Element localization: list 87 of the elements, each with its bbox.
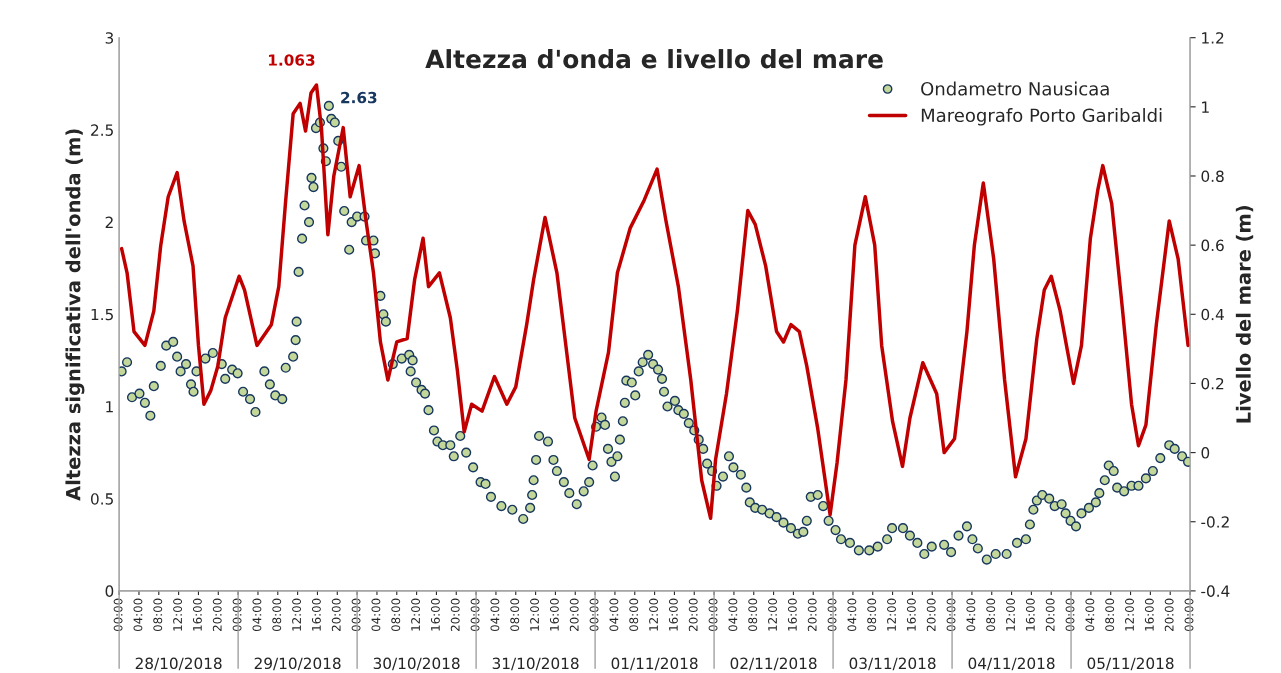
x-tick-label: 16:00 — [787, 598, 797, 631]
y2-tick-label: 1 — [1202, 101, 1209, 113]
x-tick-label: 00:00 — [708, 598, 718, 632]
y-tick-label: 1 — [106, 401, 113, 413]
x-tick-label: 04:00 — [252, 598, 262, 632]
x2-tick-label: 05/11/2018 — [1087, 657, 1174, 671]
x2-tick-label: 01/11/2018 — [611, 657, 698, 671]
y2-tick-label: -0.2 — [1201, 516, 1229, 528]
y-tick-label: 2 — [105, 216, 113, 228]
x2-tick-label: 30/10/2018 — [373, 657, 460, 671]
x-tick-label: 12:00 — [173, 598, 183, 631]
y-tick-label: 2.5 — [91, 124, 113, 136]
x-tick-label: 08:00 — [391, 598, 401, 632]
y2-tick-label: 0.2 — [1201, 377, 1224, 390]
x-tick-label: 12:00 — [292, 598, 302, 631]
y2-tick-label: -0.4 — [1201, 585, 1230, 597]
x-tick-label: 08:00 — [153, 598, 163, 632]
x-tick-label: 00:00 — [232, 598, 242, 632]
x-tick-label: 08:00 — [986, 598, 996, 632]
x-tick-label: 16:00 — [311, 598, 321, 631]
x-tick-label: 00:00 — [470, 598, 480, 632]
legend-label: Mareografo Porto Garibaldi — [921, 108, 1162, 126]
x-tick-label: 16:00 — [668, 598, 678, 631]
x-tick-label: 20:00 — [926, 598, 936, 631]
x-tick-label: 00:00 — [827, 598, 837, 632]
annotation: 2.63 — [341, 91, 377, 104]
x-tick-label: 20:00 — [450, 598, 460, 631]
x-tick-label: 04:00 — [609, 598, 619, 632]
x-tick-label: 00:00 — [946, 598, 956, 632]
y2-tick-label: 1.2 — [1202, 32, 1224, 44]
x2-tick-label: 03/11/2018 — [849, 657, 936, 671]
x-tick-label: 04:00 — [847, 598, 857, 632]
y-tick-label: 1.5 — [91, 308, 113, 321]
x-tick-label: 16:00 — [1025, 598, 1035, 631]
x2-tick-label: 31/10/2018 — [492, 657, 579, 671]
x-tick-label: 08:00 — [1105, 598, 1115, 632]
chart-title: Altezza d'onda e livello del mare — [425, 49, 883, 69]
x-tick-label: 08:00 — [272, 598, 282, 632]
x-tick-label: 12:00 — [1006, 598, 1015, 631]
x-tick-label: 00:00 — [589, 598, 599, 632]
x-tick-label: 08:00 — [629, 598, 639, 632]
x-tick-label: 16:00 — [192, 598, 202, 631]
x2-tick-label: 28/10/2018 — [135, 657, 222, 671]
y2-axis-title: Livello del mare (m) — [1235, 206, 1254, 423]
x-tick-label: 20:00 — [1164, 598, 1174, 631]
x2-tick-label: 02/11/2018 — [730, 657, 817, 671]
y2-tick-label: 0.4 — [1201, 308, 1224, 321]
y-axis-title: Altezza significativa dell'onda (m) — [65, 129, 85, 501]
x-tick-label: 16:00 — [906, 598, 916, 631]
x-tick-label: 04:00 — [371, 598, 381, 632]
legend-label: Ondametro Nausicaa — [921, 81, 1109, 96]
x2-tick-label: 29/10/2018 — [254, 657, 341, 671]
annotation: 1.063 — [269, 54, 315, 66]
x-tick-label: 04:00 — [133, 598, 143, 632]
x-tick-label: 20:00 — [688, 598, 698, 631]
x-tick-label: 04:00 — [728, 598, 738, 632]
x-tick-label: 20:00 — [331, 598, 341, 631]
x-tick-label: 12:00 — [530, 598, 540, 631]
x-tick-label: 16:00 — [549, 598, 559, 631]
x-tick-label: 12:00 — [768, 598, 778, 631]
x-tick-label: 04:00 — [490, 598, 500, 632]
y-tick-label: 0.5 — [90, 493, 113, 505]
y-tick-label: 0 — [105, 585, 114, 597]
x-tick-label: 20:00 — [569, 598, 579, 631]
x-tick-label: 00:00 — [1184, 598, 1194, 632]
x-tick-label: 16:00 — [430, 598, 440, 631]
x-tick-label: 20:00 — [1045, 598, 1055, 631]
x-tick-label: 20:00 — [807, 598, 817, 631]
y2-tick-label: 0.6 — [1201, 239, 1224, 252]
y2-tick-label: 0 — [1201, 447, 1210, 459]
x-tick-label: 08:00 — [510, 598, 520, 632]
x-tick-label: 16:00 — [1144, 598, 1154, 631]
x-tick-label: 00:00 — [351, 598, 361, 632]
x-tick-label: 12:00 — [411, 598, 421, 631]
y-tick-label: 3 — [105, 32, 114, 44]
y2-tick-label: 0.8 — [1201, 170, 1224, 183]
x-tick-label: 12:00 — [1125, 598, 1134, 631]
x-tick-label: 12:00 — [887, 598, 896, 631]
x-tick-label: 20:00 — [212, 598, 222, 631]
x-tick-label: 00:00 — [113, 598, 123, 632]
x-tick-label: 12:00 — [649, 598, 659, 631]
x-tick-label: 08:00 — [748, 598, 758, 632]
x-tick-label: 00:00 — [1065, 598, 1075, 632]
x-tick-label: 04:00 — [1085, 598, 1095, 632]
x-tick-label: 08:00 — [867, 598, 877, 632]
x-tick-label: 04:00 — [966, 598, 976, 632]
x2-tick-label: 04/11/2018 — [968, 657, 1055, 671]
